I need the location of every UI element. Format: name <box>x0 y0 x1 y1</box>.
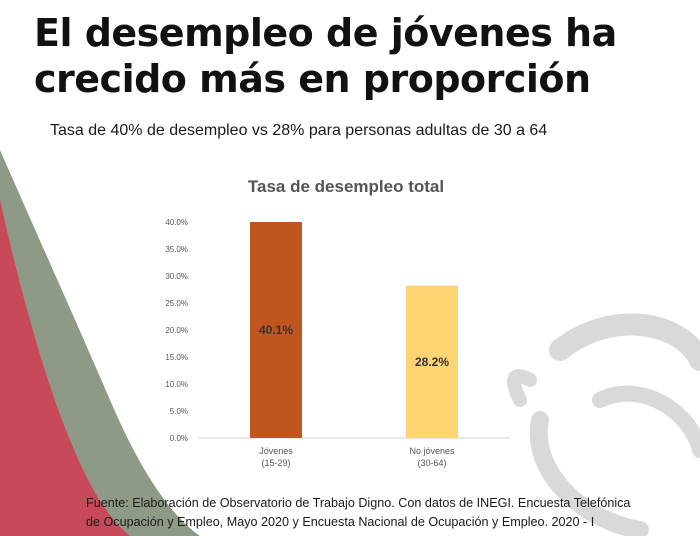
slide-title-line-2: crecido más en proporción <box>34 57 591 101</box>
slide-title: El desempleo de jóvenes ha crecido más e… <box>34 10 674 102</box>
y-tick-label: 5.0% <box>170 407 188 416</box>
source-line-2: de Ocupación y Empleo, Mayo 2020 y Encue… <box>86 515 595 529</box>
y-tick-label: 15.0% <box>165 353 188 362</box>
bar-value-label: 28.2% <box>415 355 449 369</box>
slide-title-line-1: El desempleo de jóvenes ha <box>34 11 617 55</box>
y-tick-label: 0.0% <box>170 434 188 443</box>
x-category-label: Jóvenes <box>259 446 293 456</box>
y-tick-label: 25.0% <box>165 299 188 308</box>
y-tick-label: 20.0% <box>165 326 188 335</box>
y-tick-label: 40.0% <box>165 218 188 227</box>
chart-title: Tasa de desempleo total <box>248 177 444 196</box>
y-tick-label: 35.0% <box>165 245 188 254</box>
source-note: Fuente: Elaboración de Observatorio de T… <box>86 494 686 532</box>
x-category-label: No jóvenes <box>409 446 455 456</box>
y-tick-label: 10.0% <box>165 380 188 389</box>
source-line-1: Fuente: Elaboración de Observatorio de T… <box>86 496 631 510</box>
slide-subtitle: Tasa de 40% de desempleo vs 28% para per… <box>50 122 548 139</box>
bar <box>406 285 458 438</box>
bar <box>250 222 302 438</box>
y-tick-label: 30.0% <box>165 272 188 281</box>
bar-value-label: 40.1% <box>259 323 293 337</box>
x-category-label: (30-64) <box>417 458 446 468</box>
x-category-label: (15-29) <box>261 458 290 468</box>
